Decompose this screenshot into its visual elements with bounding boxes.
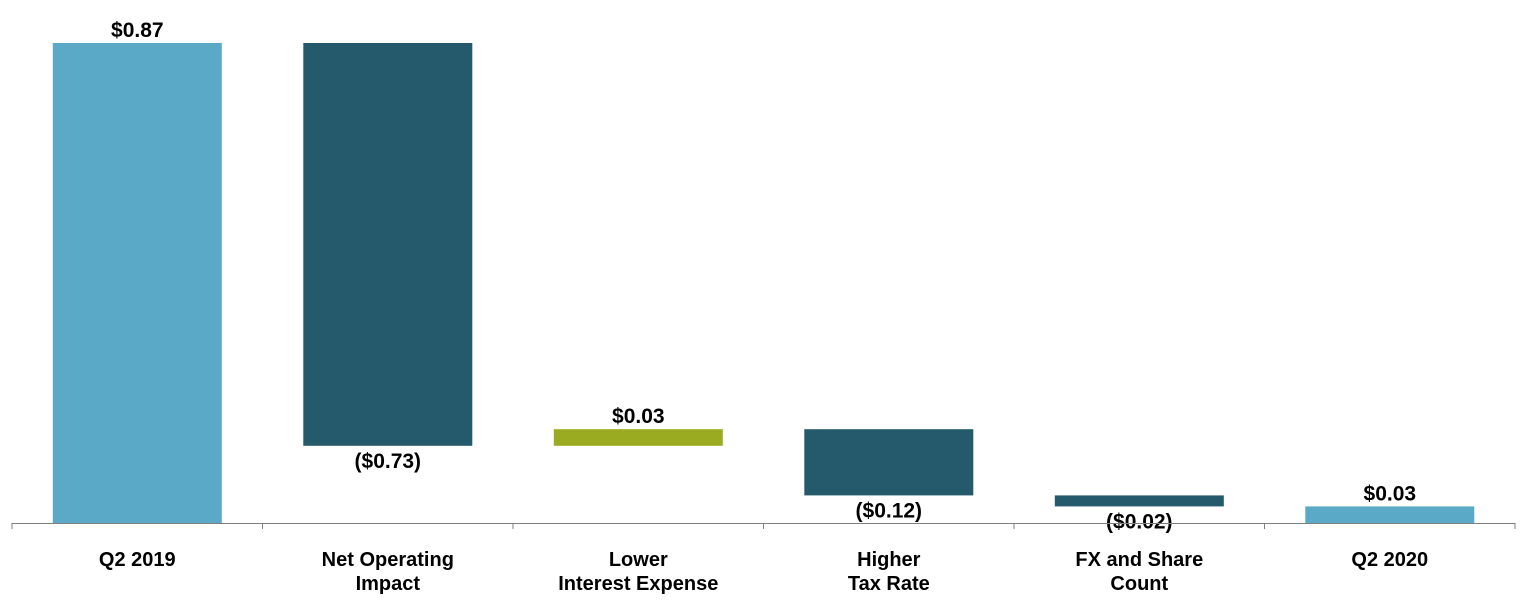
category-label-4: FX and Share Count: [1075, 549, 1203, 595]
value-label-0: $0.87: [111, 19, 164, 42]
bar-5: [1305, 506, 1475, 523]
x-axis: [11, 523, 1516, 529]
category-label-3: Higher Tax Rate: [848, 549, 930, 595]
bar-0: [52, 43, 222, 523]
bars-group: [52, 43, 1475, 523]
bar-3: [804, 429, 974, 496]
category-label-1: Net Operating Impact: [322, 549, 454, 595]
bar-1: [303, 43, 473, 446]
category-label-2: Lower Interest Expense: [558, 549, 718, 595]
category-label-5: Q2 2020: [1351, 549, 1428, 571]
value-label-2: $0.03: [612, 405, 665, 428]
value-label-5: $0.03: [1364, 482, 1417, 505]
value-labels-group: $0.87 ($0.73) $0.03 ($0.12) ($0.02) $0.03: [111, 19, 1416, 533]
category-labels-group: Q2 2019 Net Operating Impact Lower Interest …: [99, 549, 1428, 595]
bar-2: [553, 429, 723, 446]
bar-4: [1054, 495, 1224, 507]
category-label-0: Q2 2019: [99, 549, 176, 571]
value-label-3: ($0.12): [856, 499, 923, 522]
value-label-4: ($0.02): [1106, 510, 1173, 533]
value-label-1: ($0.73): [355, 450, 422, 473]
